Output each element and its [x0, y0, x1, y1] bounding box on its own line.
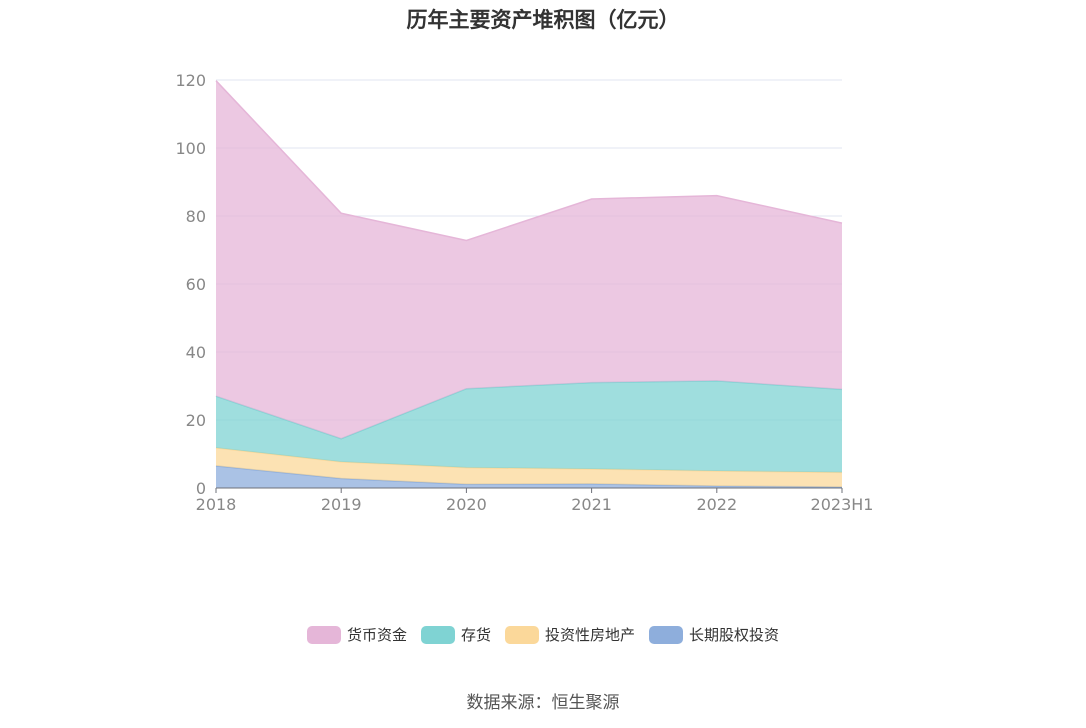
legend-label-long-term-equity: 长期股权投资	[689, 626, 780, 644]
legend-label-inventory: 存货	[460, 626, 491, 644]
legend-swatch-long-term-equity	[649, 625, 684, 644]
legend-swatch-inventory	[420, 625, 455, 644]
y-tick-label: 120	[175, 71, 206, 90]
y-tick-label: 60	[186, 275, 206, 294]
legend-item-cash[interactable]: 货币资金	[306, 624, 407, 645]
area-series-3[interactable]	[216, 80, 842, 439]
legend-item-inventory[interactable]: 存货	[420, 624, 491, 645]
legend-swatch-investment-property	[505, 625, 539, 644]
area-series-1[interactable]	[216, 447, 842, 487]
y-tick-label: 40	[186, 343, 206, 362]
legend-swatch-cash	[306, 625, 341, 644]
area-edge-3	[215, 80, 843, 242]
legend-label-cash: 货币资金	[346, 626, 407, 644]
data-source: 数据来源：恒生聚源	[466, 693, 620, 713]
chart-title: 历年主要资产堆积图（亿元）	[406, 8, 680, 32]
x-tick-label: 2020	[446, 495, 487, 514]
area-layer	[215, 80, 843, 488]
legend-item-investment-property[interactable]: 投资性房地产	[505, 624, 635, 645]
legend: 货币资金 存货 投资性房地产 长期股权投资	[0, 624, 1086, 645]
legend-item-long-term-equity[interactable]: 长期股权投资	[649, 624, 779, 645]
axis-layer: 0 20 40 60 80 100 120 2018 2019 2020 2021 2022 2023H…	[175, 71, 873, 514]
x-tick-label: 2022	[696, 495, 737, 514]
x-tick-label: 2021	[571, 495, 612, 514]
area-series-2[interactable]	[216, 380, 842, 473]
y-tick-label: 100	[175, 139, 206, 158]
legend-label-investment-property: 投资性房地产	[545, 626, 636, 644]
y-tick-label: 20	[186, 411, 206, 430]
stacked-area-chart: 0 20 40 60 80 100 120 2018 2019 2020 2021 2022 2023H…	[175, 71, 873, 514]
x-tick-label: 2019	[321, 495, 362, 514]
x-tick-label: 2023H1	[811, 495, 874, 514]
x-tick-label: 2018	[196, 495, 237, 514]
y-tick-label: 0	[196, 479, 206, 498]
area-series-0[interactable]	[216, 465, 842, 488]
y-tick-label: 80	[186, 207, 206, 226]
